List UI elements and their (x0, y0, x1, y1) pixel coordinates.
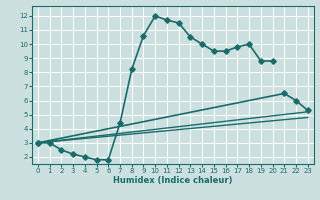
X-axis label: Humidex (Indice chaleur): Humidex (Indice chaleur) (113, 176, 233, 185)
